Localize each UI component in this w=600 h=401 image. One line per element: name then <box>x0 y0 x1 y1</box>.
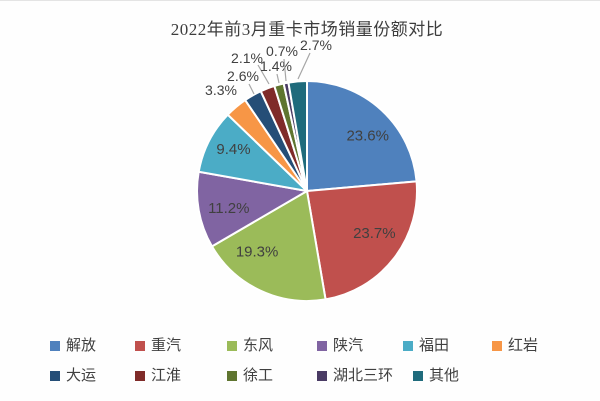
legend-item-1: 解放 <box>50 338 96 354</box>
leader-line <box>257 64 270 85</box>
slice-label: 23.6% <box>346 128 389 145</box>
legend-label: 东风 <box>243 337 274 354</box>
legend-item-9: 徐工 <box>227 368 273 384</box>
legend-item-2: 重汽 <box>135 338 181 354</box>
slice-label: 0.7% <box>266 43 298 59</box>
legend-swatch <box>317 341 327 351</box>
legend-item-10: 湖北三环 <box>317 368 393 384</box>
slice-label: 11.2% <box>208 200 249 217</box>
chart-title: 2022年前3月重卡市场销量份额对比 <box>170 20 444 39</box>
legend-item-5: 福田 <box>403 338 449 354</box>
legend-swatch <box>413 371 423 381</box>
legend-swatch <box>50 341 60 351</box>
slice-label: 9.4% <box>216 141 250 158</box>
legend-swatch <box>135 341 145 351</box>
pie-slice-4 <box>196 170 308 248</box>
leader-line <box>297 52 311 80</box>
legend-label: 红岩 <box>508 337 539 354</box>
legend-item-11: 其他 <box>413 368 459 384</box>
legend-label: 陕汽 <box>333 337 364 354</box>
slice-label: 23.7% <box>353 225 396 242</box>
legend-label: 湖北三环 <box>333 367 394 384</box>
slice-label: 2.7% <box>300 37 332 53</box>
legend-swatch <box>317 371 327 381</box>
legend-label: 大运 <box>66 367 97 384</box>
slice-label: 2.1% <box>231 50 263 66</box>
legend-item-8: 江淮 <box>135 368 181 384</box>
leader-line <box>276 73 280 84</box>
slice-label: 2.6% <box>227 68 259 84</box>
pie-slice-2 <box>306 180 418 301</box>
pie-slice-1 <box>306 80 418 192</box>
legend-label: 重汽 <box>151 337 182 354</box>
slice-label: 19.3% <box>236 243 279 260</box>
slice-label: 1.4% <box>260 58 292 74</box>
legend-label: 徐工 <box>243 367 274 384</box>
pie-slice-3 <box>210 190 327 302</box>
legend-label: 江淮 <box>151 367 182 384</box>
legend-swatch <box>227 371 237 381</box>
legend-label: 解放 <box>66 337 97 354</box>
legend-item-7: 大运 <box>50 368 96 384</box>
legend-swatch <box>403 341 413 351</box>
pie-slice-11 <box>287 80 308 192</box>
leader-line <box>248 83 255 95</box>
leader-line <box>283 58 287 82</box>
legend-swatch <box>227 341 237 351</box>
legend-item-3: 东风 <box>227 338 273 354</box>
legend-label: 福田 <box>419 337 450 354</box>
legend-label: 其他 <box>429 367 460 384</box>
slice-label: 3.3% <box>205 82 237 98</box>
legend-swatch <box>135 371 145 381</box>
legend-swatch <box>492 341 502 351</box>
legend-item-6: 红岩 <box>492 338 538 354</box>
legend-swatch <box>50 371 60 381</box>
legend-item-4: 陕汽 <box>317 338 363 354</box>
